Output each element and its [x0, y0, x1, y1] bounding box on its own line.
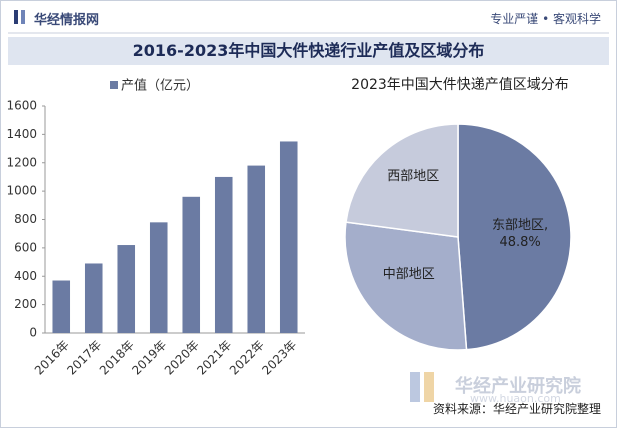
logo: [14, 10, 18, 24]
logo: [21, 10, 25, 24]
y-tick-label: 600: [14, 240, 37, 254]
pie-label: 东部地区, 48.8%: [490, 217, 550, 251]
pie-category: 中部地区: [382, 266, 435, 282]
bar: [182, 196, 201, 333]
y-tick-label: 200: [14, 297, 37, 311]
pie-slice: [345, 123, 459, 238]
pie-label: 中部地区: [379, 266, 439, 283]
source: 资料来源：华经产业研究院整理: [432, 402, 601, 416]
pie-slice: [457, 123, 572, 351]
pie-category: 西部地区: [387, 169, 440, 184]
bar: [279, 141, 298, 333]
bar: [52, 280, 71, 333]
bar: [117, 245, 136, 333]
y-tick-label: 1400: [6, 127, 37, 141]
y-tick-label: 1600: [6, 99, 37, 113]
x-tick-label: 2018年: [97, 338, 137, 378]
x-tick-label: 2021年: [194, 338, 234, 378]
y-tick-label: 800: [14, 212, 37, 226]
x-tick-label: 2022年: [227, 338, 267, 378]
y-tick-label: 1000: [6, 184, 37, 198]
pie-category: 东部地区,: [492, 217, 549, 233]
pie-value-label: 48.8%: [499, 234, 541, 250]
logo-mark: [410, 372, 420, 402]
bar: [149, 222, 168, 333]
pie-title: 2023年中国大件快递产值区域分布: [351, 77, 569, 93]
logo-mark: [424, 372, 434, 402]
legend-swatch: [110, 81, 118, 89]
watermark: 华经产业研究院: [455, 376, 581, 397]
bar: [214, 176, 233, 333]
x-tick-label: 2016年: [32, 338, 72, 378]
y-tick-label: 0: [29, 326, 37, 340]
x-tick-label: 2020年: [162, 338, 202, 378]
watermark-url: www.huaon.com: [470, 392, 561, 405]
pie-slice: [344, 221, 468, 351]
y-tick-label: 400: [14, 269, 37, 283]
y-tick-label: 1200: [6, 155, 37, 169]
x-tick-label: 2019年: [129, 338, 169, 378]
motto: 专业严谨 • 客观科学: [490, 12, 601, 26]
brand: 华经情报网: [34, 13, 100, 28]
pie-label: 西部地区: [383, 168, 443, 185]
bar: [247, 165, 266, 333]
banner-title: 2016-2023年中国大件快递行业产值及区域分布: [8, 37, 609, 65]
x-tick-label: 2017年: [64, 338, 104, 378]
bar: [84, 263, 103, 333]
x-tick-label: 2023年: [259, 338, 299, 378]
legend-label: 产值（亿元）: [121, 78, 199, 94]
